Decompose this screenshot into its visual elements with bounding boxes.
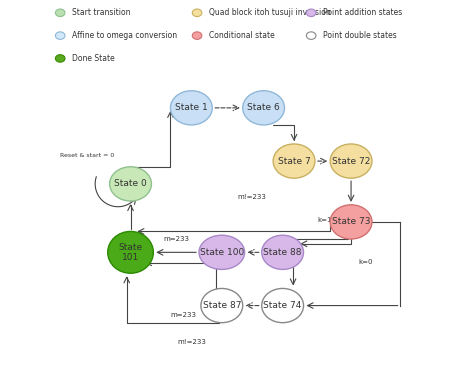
- Text: Start transition: Start transition: [73, 8, 131, 17]
- Text: State 1: State 1: [175, 103, 208, 112]
- Text: m!=233: m!=233: [177, 339, 206, 345]
- Ellipse shape: [171, 91, 212, 125]
- Text: Point addition states: Point addition states: [323, 8, 402, 17]
- Text: Affine to omega conversion: Affine to omega conversion: [73, 31, 177, 40]
- Text: State 6: State 6: [247, 103, 280, 112]
- Ellipse shape: [306, 9, 316, 16]
- Ellipse shape: [55, 55, 65, 62]
- Text: Point double states: Point double states: [323, 31, 397, 40]
- Text: State 7: State 7: [278, 157, 310, 165]
- Ellipse shape: [108, 231, 154, 273]
- Text: State 74: State 74: [264, 301, 302, 310]
- Text: State 0: State 0: [114, 179, 147, 188]
- Ellipse shape: [109, 167, 152, 201]
- Text: k=0: k=0: [359, 259, 373, 265]
- Ellipse shape: [243, 91, 284, 125]
- Text: Done State: Done State: [73, 54, 115, 63]
- Ellipse shape: [55, 32, 65, 39]
- Ellipse shape: [330, 144, 372, 178]
- Text: k=1: k=1: [317, 217, 332, 223]
- Text: State 73: State 73: [332, 218, 370, 226]
- Ellipse shape: [330, 205, 372, 239]
- Ellipse shape: [262, 235, 303, 270]
- Ellipse shape: [55, 9, 65, 16]
- Text: State 88: State 88: [264, 248, 302, 257]
- Text: State 87: State 87: [202, 301, 241, 310]
- Text: Reset & start = 0: Reset & start = 0: [60, 153, 114, 158]
- Text: Conditional state: Conditional state: [209, 31, 275, 40]
- Text: Quad block itoh tusuji inversion: Quad block itoh tusuji inversion: [209, 8, 331, 17]
- Text: m!=233: m!=233: [238, 194, 267, 200]
- Ellipse shape: [192, 32, 202, 39]
- Text: State
101: State 101: [118, 243, 143, 262]
- Ellipse shape: [273, 144, 315, 178]
- Ellipse shape: [262, 288, 303, 322]
- Ellipse shape: [192, 9, 202, 16]
- Ellipse shape: [306, 32, 316, 39]
- Text: m=233: m=233: [163, 236, 189, 242]
- Text: State 72: State 72: [332, 157, 370, 165]
- Text: State 100: State 100: [200, 248, 244, 257]
- Ellipse shape: [199, 235, 245, 270]
- Text: m=233: m=233: [171, 312, 197, 318]
- Ellipse shape: [201, 288, 243, 322]
